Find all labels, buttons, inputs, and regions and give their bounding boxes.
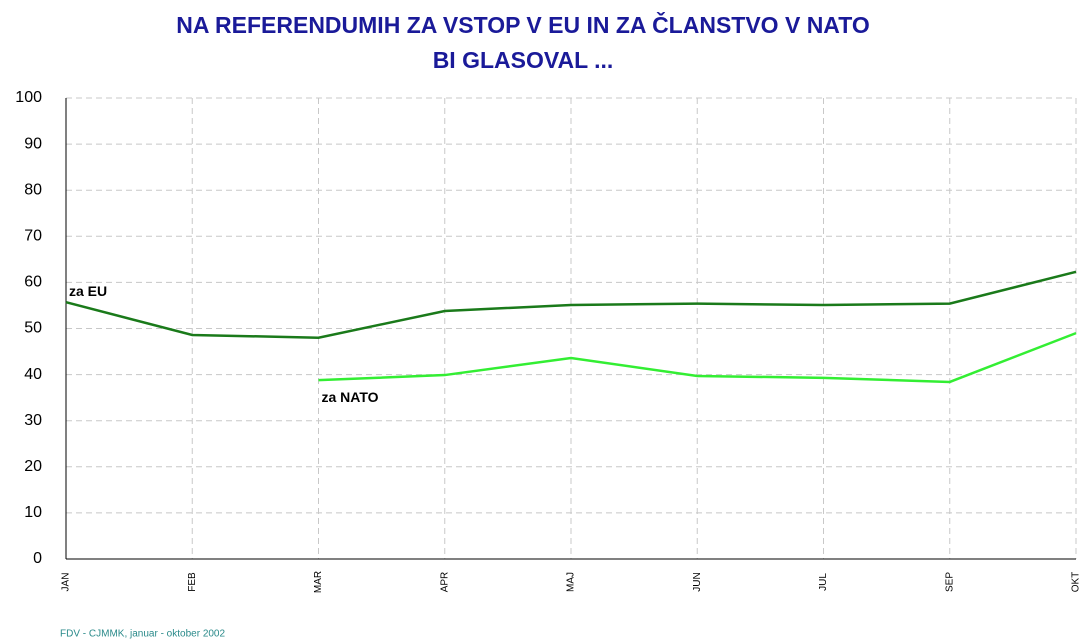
- x-tick-label: APR: [439, 572, 450, 593]
- y-tick-label: 100: [15, 89, 42, 106]
- y-tick-label: 80: [24, 181, 42, 198]
- y-tick-label: 20: [24, 458, 42, 475]
- y-tick-label: 70: [24, 228, 42, 245]
- chart-title: NA REFERENDUMIH ZA VSTOP V EU IN ZA ČLAN…: [176, 11, 869, 38]
- x-tick-label: MAJ: [566, 572, 577, 592]
- source-note: FDV - CJMMK, januar - oktober 2002: [60, 629, 225, 640]
- series-label: za EU: [69, 283, 107, 299]
- series-label: za NATO: [322, 389, 379, 405]
- y-tick-label: 0: [33, 550, 42, 567]
- y-tick-label: 30: [24, 412, 42, 429]
- y-tick-label: 40: [24, 366, 42, 383]
- x-tick-label: OKT: [1071, 572, 1082, 593]
- series-line: [318, 331, 1077, 384]
- x-tick-label: JUL: [818, 573, 829, 591]
- x-tick-label: JAN: [61, 573, 72, 592]
- y-tick-label: 90: [24, 135, 42, 152]
- series-line: [65, 270, 1077, 339]
- y-tick-label: 50: [24, 320, 42, 337]
- x-tick-label: FEB: [187, 572, 198, 592]
- y-tick-label: 60: [24, 274, 42, 291]
- x-tick-label: SEP: [944, 572, 955, 592]
- y-tick-label: 10: [24, 504, 42, 521]
- x-tick-label: MAR: [313, 571, 324, 593]
- chart-title: BI GLASOVAL ...: [433, 47, 614, 73]
- x-tick-label: JUN: [692, 572, 703, 591]
